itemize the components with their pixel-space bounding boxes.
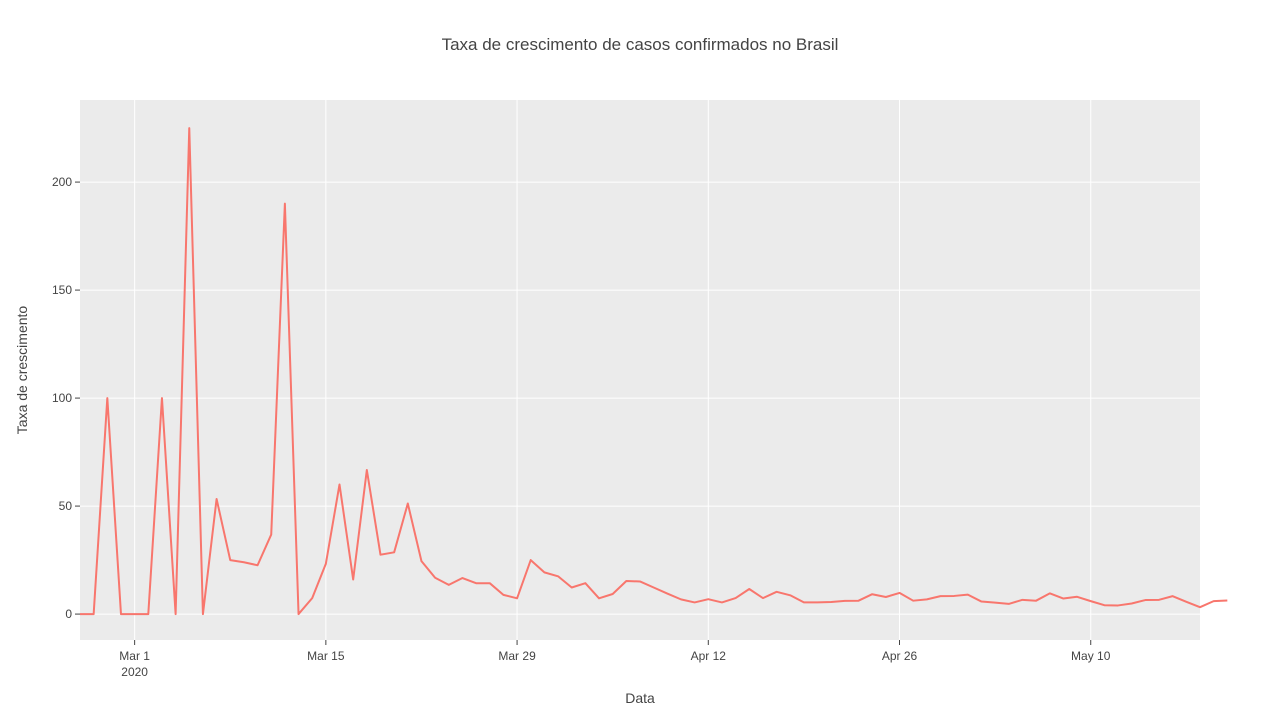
y-tick-label: 200 (52, 175, 72, 189)
y-tick-label: 100 (52, 391, 72, 405)
x-tick-label: Apr 26 (882, 649, 918, 663)
x-axis-title: Data (625, 690, 655, 706)
growth-rate-line (80, 127, 1228, 616)
y-axis-title: Taxa de crescimento (14, 306, 30, 435)
plot-background (80, 100, 1200, 640)
x-tick-label: Mar 29 (498, 649, 536, 663)
x-tick-label: Mar 15 (307, 649, 345, 663)
y-tick-label: 50 (59, 499, 73, 513)
y-axis-ticks: 0 50 100 150 200 (52, 175, 80, 621)
horizontal-gridlines (80, 181, 1200, 615)
x-tick-label: Apr 12 (691, 649, 727, 663)
x-tick-label: Mar 1 (119, 649, 150, 663)
vertical-gridlines (134, 100, 1092, 640)
chart-title: Taxa de crescimento de casos confirmados… (442, 35, 839, 54)
x-tick-label: May 10 (1071, 649, 1111, 663)
y-tick-label: 0 (65, 607, 72, 621)
y-tick-label: 150 (52, 283, 72, 297)
x-axis-ticks: Mar 1 2020 Mar 15 Mar 29 Apr 12 Apr 26 May 10 (119, 640, 1111, 679)
x-tick-sublabel: 2020 (121, 665, 148, 679)
